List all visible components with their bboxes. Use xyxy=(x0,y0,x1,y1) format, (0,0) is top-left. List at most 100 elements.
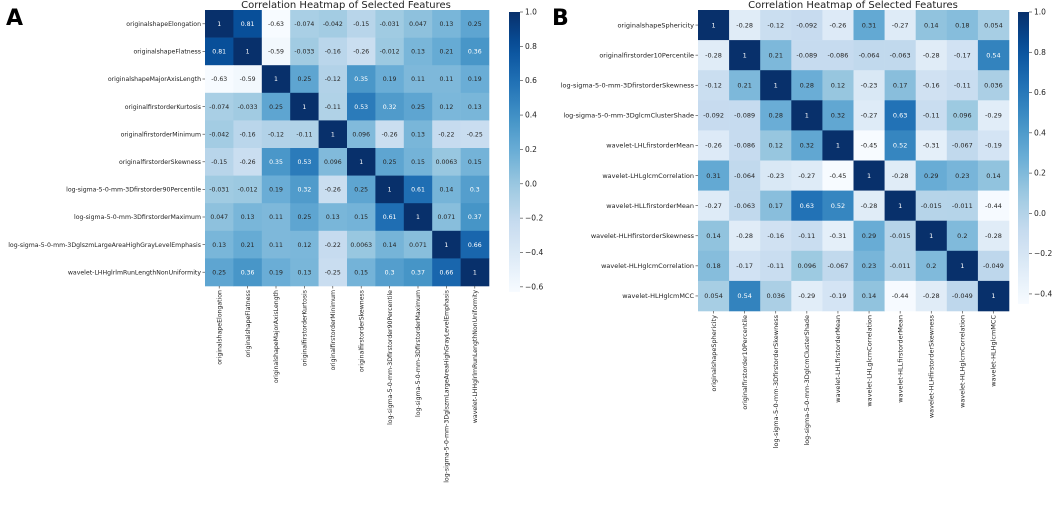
heatmap-cell-b-7-1 xyxy=(729,220,761,252)
y-tick-originalfirstorder10percentile: originalfirstorder10Percentile xyxy=(599,51,694,59)
cell-value-label-b-2-1: 0.21 xyxy=(737,81,751,89)
heatmap-cell-b-6-5 xyxy=(853,190,885,221)
heatmap-cell-a-8-1 xyxy=(233,230,263,259)
cell-value-label-a-6-4: -0.26 xyxy=(325,187,341,194)
cell-value-label-a-1-1: 1 xyxy=(246,49,250,56)
x-tick-originalshapemajoraxislength: originalshapeMajorAxisLength xyxy=(273,290,280,383)
cell-value-label-a-1-5: -0.26 xyxy=(353,49,369,56)
heatmap-cell-b-0-9 xyxy=(977,10,1010,41)
heatmap-cell-a-6-1 xyxy=(233,175,263,204)
heatmap-cell-b-7-3 xyxy=(791,220,823,252)
colorbar-tick-label: 0.2 xyxy=(1034,169,1046,178)
heatmap-cell-b-5-3 xyxy=(791,160,823,191)
heatmap-cells-a: 1 0.81 -0.63 -0.074 -0.042 -0.15 -0.031 0.047 0.… xyxy=(205,10,490,287)
colorbar-tick-label: 0.4 xyxy=(525,111,537,120)
heatmap-cell-a-5-6 xyxy=(375,148,405,176)
heatmap-cell-b-9-8 xyxy=(946,280,979,312)
cell-value-label-b-9-1: 0.54 xyxy=(737,292,751,300)
heatmap-cell-a-0-0 xyxy=(205,10,234,38)
cell-value-label-b-1-3: -0.089 xyxy=(796,51,817,59)
heatmap-cell-a-5-0 xyxy=(205,148,234,176)
cell-value-label-a-6-7: 0.61 xyxy=(411,187,425,194)
colorbar-a: 1.0 0.8 0.6 0.4 0.2 0.0 −0.2 −0.4 −0.6 xyxy=(509,8,543,292)
colorbar-gradient-a xyxy=(509,12,520,292)
x-tick-wavelet-hlhglcmcorrelation: wavelet-HLHglcmCorrelation xyxy=(959,315,967,408)
cell-value-label-b-1-7: -0.28 xyxy=(923,51,940,59)
cell-value-label-a-6-0: -0.031 xyxy=(209,187,229,194)
cell-value-label-a-0-6: -0.031 xyxy=(380,21,400,28)
cell-value-label-b-4-3: 0.32 xyxy=(800,142,814,150)
cell-value-label-b-6-9: -0.44 xyxy=(985,202,1002,210)
cell-value-label-b-7-0: 0.14 xyxy=(706,232,720,240)
cell-value-label-b-0-3: -0.092 xyxy=(796,21,817,29)
cell-value-label-b-5-9: 0.14 xyxy=(986,172,1000,180)
x-tick-log-sigma-5-0-mm-3dfirstordermaximum: log-sigma-5-0-mm-3DfirstorderMaximum xyxy=(415,290,422,417)
heatmap-cell-a-0-3 xyxy=(290,10,319,38)
heatmap-cell-b-8-6 xyxy=(884,250,916,282)
cell-value-label-b-2-8: -0.11 xyxy=(954,81,971,89)
heatmap-cell-a-7-8 xyxy=(432,203,461,232)
cell-value-label-b-0-2: -0.12 xyxy=(767,21,784,29)
cell-value-label-a-5-1: -0.26 xyxy=(240,159,256,166)
heatmap-cell-a-0-4 xyxy=(318,10,348,38)
cell-value-label-a-4-1: -0.16 xyxy=(240,131,256,138)
cell-value-label-a-3-9: 0.13 xyxy=(468,104,482,111)
cell-value-label-a-9-1: 0.36 xyxy=(241,269,255,276)
colorbar-tick-label: 0.8 xyxy=(525,42,537,51)
heatmap-cell-a-0-7 xyxy=(403,10,433,38)
heatmap-cell-b-9-6 xyxy=(884,280,916,312)
heatmap-cell-b-7-8 xyxy=(946,220,979,252)
heatmap-cell-b-0-2 xyxy=(760,10,792,41)
cell-value-label-b-1-8: -0.17 xyxy=(954,51,971,59)
cell-value-label-a-1-4: -0.16 xyxy=(325,49,341,56)
heatmap-cell-b-3-2 xyxy=(760,100,792,131)
cell-value-label-a-4-6: -0.26 xyxy=(382,131,398,138)
cell-value-label-a-7-0: 0.047 xyxy=(210,214,228,221)
cell-value-label-a-4-0: -0.042 xyxy=(209,131,229,138)
heatmap-cell-a-4-8 xyxy=(432,120,461,149)
heatmap-cell-b-2-1 xyxy=(729,70,761,101)
heatmap-cell-b-5-7 xyxy=(915,160,948,191)
cell-value-label-b-8-3: 0.096 xyxy=(798,262,817,270)
y-tick-wavelet-hlhfirstorderskewness: wavelet-HLHfirstorderSkewness xyxy=(591,232,695,240)
x-tick-labels-a: originalshapeElongation originalshapeFlat… xyxy=(216,286,479,483)
heatmap-cells-b: 1 -0.28 -0.12 -0.092 -0.26 0.31 -0.27 0.14 0.18 0… xyxy=(698,10,1010,312)
heatmap-cell-a-9-9 xyxy=(460,258,490,287)
heatmap-cell-a-8-8 xyxy=(432,230,461,259)
cell-value-label-b-2-9: 0.036 xyxy=(984,81,1003,89)
cell-value-label-a-4-7: 0.13 xyxy=(411,131,425,138)
heatmap-cell-b-5-4 xyxy=(822,160,854,191)
heatmap-cell-b-1-0 xyxy=(698,40,730,71)
cell-value-label-b-6-1: -0.063 xyxy=(734,202,755,210)
heatmap-cell-b-4-7 xyxy=(915,130,948,161)
heatmap-cell-a-3-3 xyxy=(290,92,319,121)
heatmap-cell-a-5-7 xyxy=(403,148,433,176)
cell-value-label-a-1-3: -0.033 xyxy=(294,49,314,56)
cell-value-label-a-6-8: 0.14 xyxy=(440,187,454,194)
cell-value-label-b-0-9: 0.054 xyxy=(984,21,1003,29)
heatmap-cell-b-6-2 xyxy=(760,190,792,221)
heatmap-cell-a-3-6 xyxy=(375,92,405,121)
colorbar-tick-label: 0.2 xyxy=(525,145,537,154)
cell-value-label-b-5-6: -0.28 xyxy=(892,172,909,180)
heatmap-cell-b-1-9 xyxy=(977,40,1010,71)
cell-value-label-a-9-6: 0.3 xyxy=(385,269,395,276)
cell-value-label-a-7-9: 0.37 xyxy=(468,214,482,221)
heatmap-cell-b-6-9 xyxy=(977,190,1010,221)
cell-value-label-b-1-1: 1 xyxy=(743,51,747,59)
cell-value-label-a-1-8: 0.21 xyxy=(440,49,454,56)
cell-value-label-b-2-7: -0.16 xyxy=(923,81,940,89)
heatmap-cell-a-3-0 xyxy=(205,92,234,121)
heatmap-cell-b-2-3 xyxy=(791,70,823,101)
heatmap-cell-b-6-6 xyxy=(884,190,916,221)
heatmap-cell-a-4-6 xyxy=(375,120,405,149)
cell-value-label-b-4-8: -0.067 xyxy=(952,142,973,150)
heatmap-cell-b-9-0 xyxy=(698,280,730,312)
cell-value-label-a-1-7: 0.13 xyxy=(411,49,425,56)
cell-value-label-b-2-4: 0.12 xyxy=(831,81,845,89)
cell-value-label-a-3-5: 0.53 xyxy=(354,104,368,111)
cell-value-label-a-8-8: 1 xyxy=(444,242,448,249)
heatmap-cell-a-4-1 xyxy=(233,120,263,149)
cell-value-label-a-8-5: 0.0063 xyxy=(350,242,372,249)
